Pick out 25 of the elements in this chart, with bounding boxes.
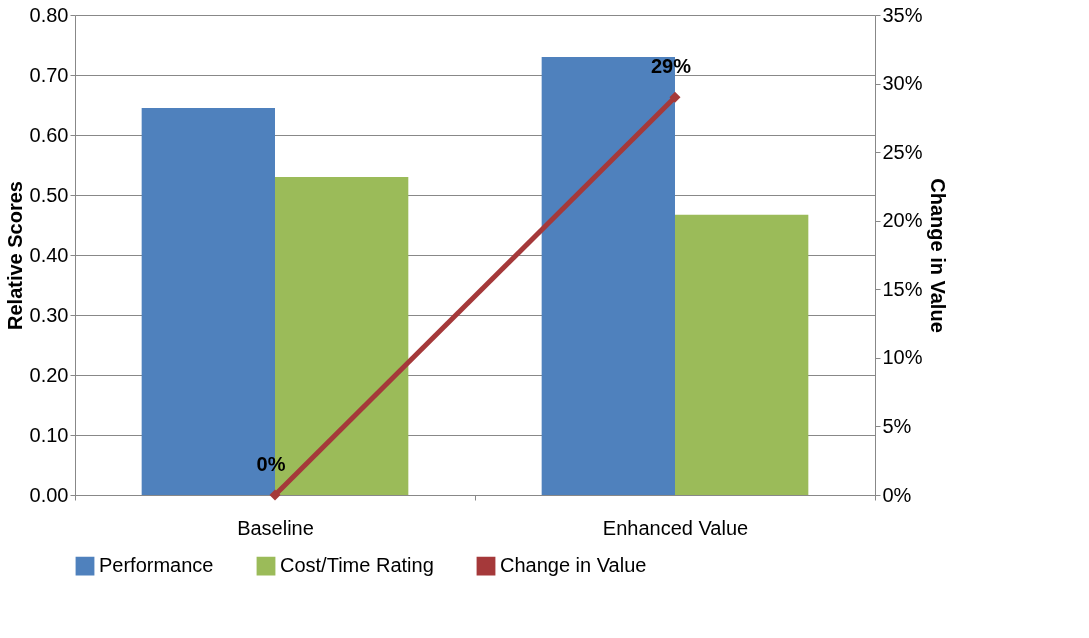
y-axis-title: Relative Scores [3, 181, 26, 330]
y2-tick-label: 10% [882, 346, 923, 369]
y2-tick-label: 0% [882, 483, 912, 506]
y-tick-label: 0.70 [29, 63, 69, 86]
y-tick-label: 0.00 [29, 483, 69, 506]
y-tick-label: 0.20 [29, 363, 69, 386]
y-tick-label: 0.40 [29, 243, 69, 266]
legend-label: Change in Value [500, 554, 647, 577]
legend-label: Performance [99, 554, 214, 577]
y-tick-label: 0.60 [29, 123, 69, 146]
y2-axis-title: Change in Value [926, 178, 949, 333]
data-label: 0% [256, 453, 286, 475]
y2-tick-label: 5% [882, 414, 912, 437]
y-tick-label: 0.80 [29, 3, 69, 26]
x-tick-label: Baseline [237, 516, 314, 539]
y2-tick-label: 20% [882, 209, 923, 232]
y2-tick-label: 35% [882, 3, 923, 26]
y2-tick-label: 30% [882, 72, 923, 95]
y2-tick-label: 15% [882, 277, 923, 300]
y2-tick-label: 25% [882, 140, 923, 163]
legend-label: Cost/Time Rating [280, 554, 434, 577]
y-tick-label: 0.50 [29, 183, 69, 206]
x-tick-label: Enhanced Value [602, 516, 749, 539]
y-tick-label: 0.30 [29, 303, 69, 326]
y-tick-label: 0.10 [29, 423, 69, 446]
